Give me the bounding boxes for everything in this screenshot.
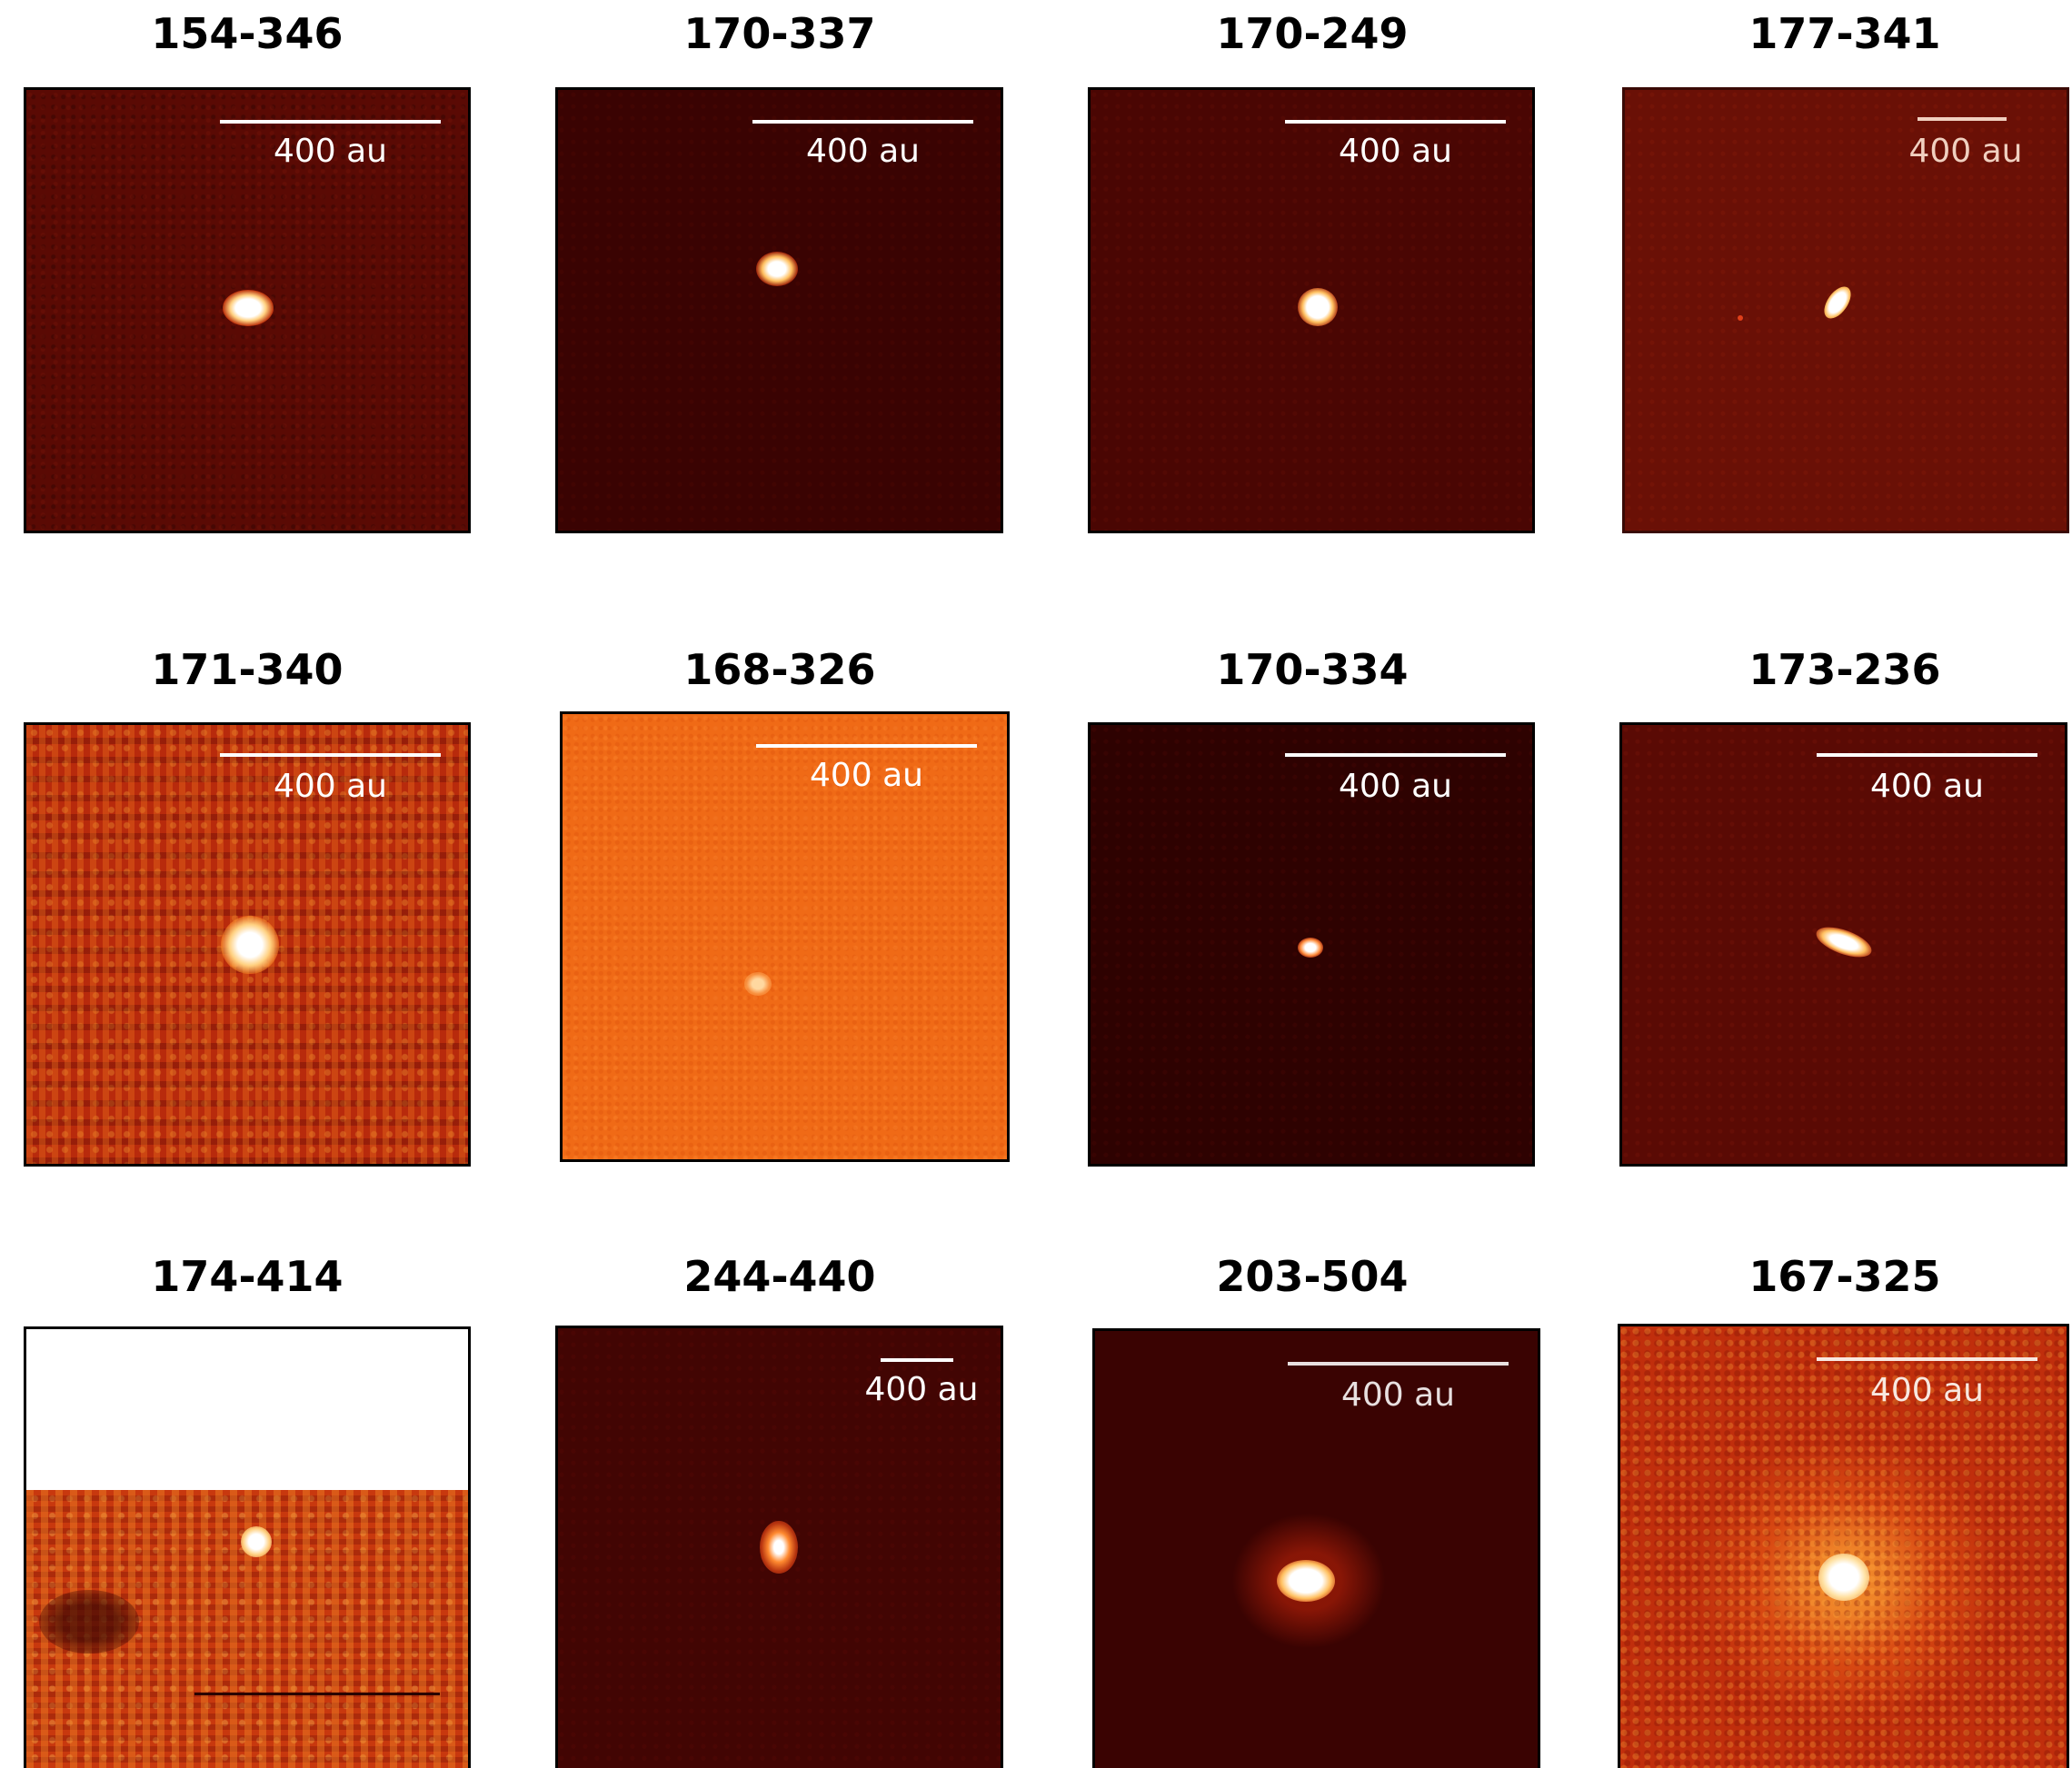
panel-title: 170-334 [1216, 645, 1409, 694]
scale-bar [1817, 753, 2037, 757]
panel-title: 170-249 [1216, 9, 1409, 58]
panel-title: 171-340 [151, 645, 344, 694]
image-frame [24, 1326, 471, 1768]
source-blob [241, 1526, 272, 1557]
scale-label: 400 au [1338, 768, 1453, 805]
noise-texture [563, 714, 1007, 1159]
image-frame: 400 au [24, 722, 471, 1167]
image-frame: 400 au [24, 87, 471, 533]
source-blob [744, 972, 772, 996]
image-frame: 400 au [555, 87, 1003, 533]
scale-bar [220, 120, 441, 124]
source-blob [760, 1521, 798, 1574]
image-frame: 400 au [560, 711, 1010, 1162]
image-frame: 400 au [1088, 87, 1535, 533]
source-blob [1298, 288, 1338, 326]
panel-title: 167-325 [1748, 1252, 1941, 1301]
panel-title: 244-440 [683, 1252, 876, 1301]
image-frame: 400 au [1088, 722, 1535, 1167]
scale-label: 400 au [273, 768, 388, 805]
image-frame: 400 au [1092, 1328, 1540, 1768]
image-frame: 400 au [1618, 1324, 2069, 1768]
scale-label: 400 au [1908, 133, 2023, 170]
scale-bar [1817, 1357, 2037, 1361]
panel-title: 174-414 [151, 1252, 344, 1301]
source-blob [221, 916, 279, 974]
noise-texture [1620, 1326, 2067, 1768]
data-region [26, 1490, 468, 1768]
scale-label: 400 au [864, 1371, 979, 1408]
scale-bar [881, 1358, 953, 1362]
source-blob [223, 290, 274, 326]
image-frame: 400 au [555, 1326, 1003, 1768]
scale-bar [752, 120, 973, 124]
scale-label: 400 au [273, 133, 388, 170]
scale-bar [1285, 753, 1506, 757]
scale-bar [1285, 120, 1506, 124]
dark-line [194, 1693, 440, 1695]
scale-label: 400 au [1338, 133, 1453, 170]
dark-patch [39, 1590, 139, 1654]
scale-label: 400 au [1869, 768, 1985, 805]
image-frame: 400 au [1619, 722, 2067, 1167]
source-blob [1818, 1554, 1869, 1601]
panel-title: 203-504 [1216, 1252, 1409, 1301]
panel-title: 173-236 [1748, 645, 1941, 694]
faint-point [1738, 315, 1743, 321]
scale-bar [1288, 1362, 1509, 1366]
source-blob [1298, 938, 1323, 958]
scale-label: 400 au [805, 133, 921, 170]
image-frame: 400 au [1622, 87, 2069, 533]
scale-label: 400 au [809, 757, 924, 794]
scale-bar [220, 753, 441, 757]
source-blob [756, 252, 798, 286]
scale-label: 400 au [1869, 1372, 1985, 1409]
panel-title: 177-341 [1748, 9, 1941, 58]
scale-bar [1918, 117, 2007, 121]
scale-bar [756, 744, 977, 748]
noise-texture [1625, 90, 2067, 531]
panel-title: 170-337 [683, 9, 876, 58]
noise-texture [558, 90, 1001, 531]
panel-title: 154-346 [151, 9, 344, 58]
panel-title: 168-326 [683, 645, 876, 694]
source-blob [1277, 1560, 1335, 1602]
scale-label: 400 au [1340, 1376, 1456, 1414]
